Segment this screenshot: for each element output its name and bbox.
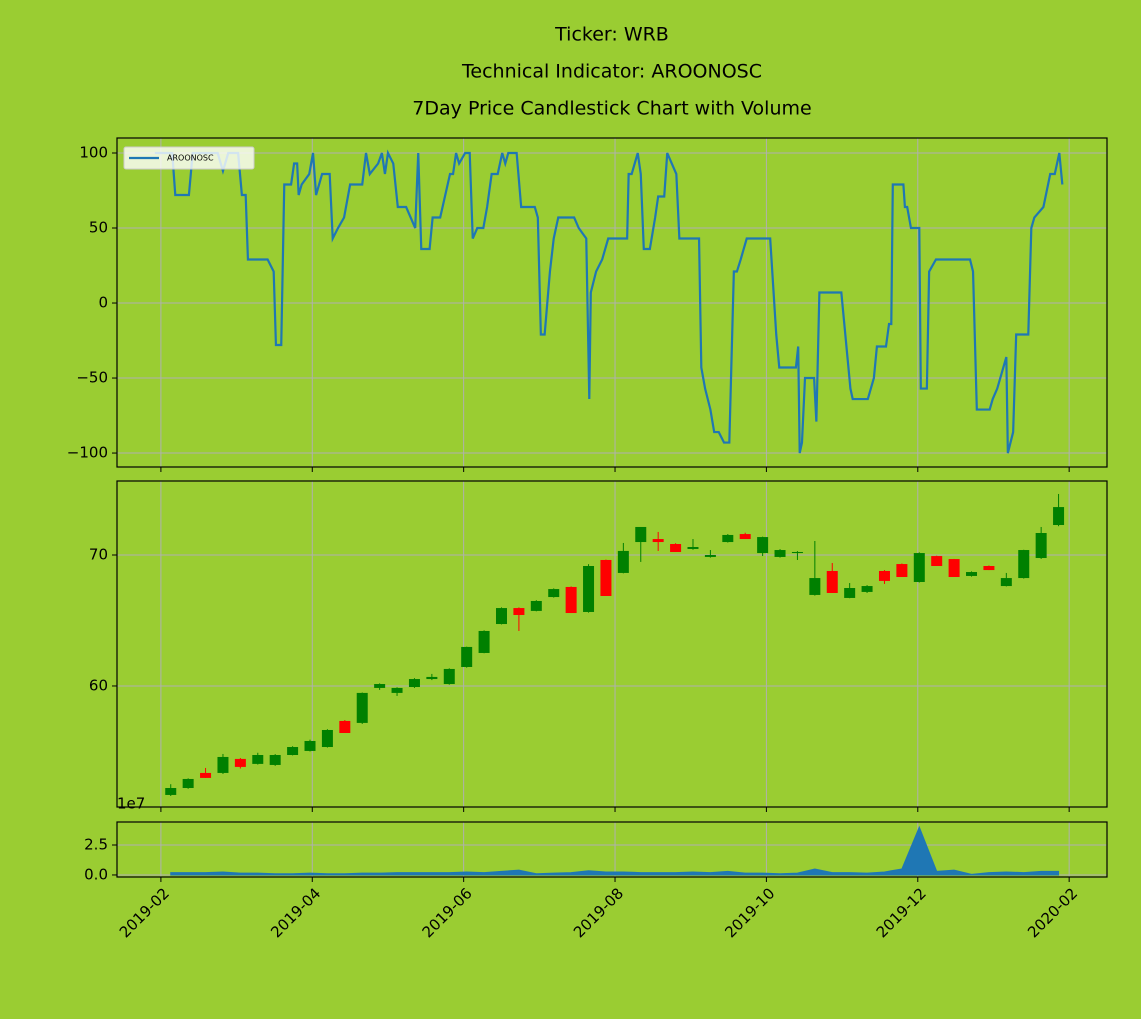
candle-body <box>461 646 473 667</box>
candle-body <box>966 572 978 576</box>
y-tick-label: 100 <box>79 144 108 162</box>
candle-body <box>670 543 682 552</box>
candle-body <box>200 772 212 778</box>
x-tick-label: 2019-02 <box>116 884 173 941</box>
candle-body <box>269 755 281 765</box>
candle-body <box>826 570 838 593</box>
candle-body <box>287 747 299 756</box>
candle-body <box>1018 550 1030 579</box>
candle-body <box>861 586 873 592</box>
candle-body <box>704 555 716 557</box>
candle-body <box>809 578 821 595</box>
x-tick-label: 2019-06 <box>419 884 476 941</box>
candle-body <box>687 547 699 549</box>
chart-title: 7Day Price Candlestick Chart with Volume <box>412 98 811 120</box>
candle-body <box>1053 507 1065 526</box>
candle-body <box>252 755 264 764</box>
candle-body <box>495 608 507 625</box>
candle-body <box>913 553 925 582</box>
candle-body <box>530 600 542 611</box>
candle-body <box>217 756 229 773</box>
y-tick-label: 0.0 <box>84 865 108 883</box>
x-tick-label: 2020-02 <box>1024 884 1081 941</box>
candle-body <box>948 559 960 578</box>
candle-body <box>234 758 246 767</box>
candle-body <box>513 608 525 615</box>
y-tick-label: 60 <box>89 676 108 694</box>
x-tick-label: 2019-12 <box>873 884 930 941</box>
x-tick-label: 2019-08 <box>570 884 627 941</box>
candle-body <box>739 534 751 540</box>
candle-body <box>774 550 786 557</box>
candle-body <box>583 566 595 612</box>
candle-body <box>374 684 386 688</box>
panel-frame <box>116 480 1108 808</box>
candle-body <box>1035 532 1047 559</box>
candle-body <box>548 589 560 598</box>
candle-body <box>165 788 177 795</box>
candle-body <box>391 687 403 693</box>
line-series <box>154 149 1064 454</box>
candle-body <box>844 588 856 598</box>
panel-frame <box>116 821 1108 878</box>
legend-label: AROONOSC <box>167 154 214 163</box>
candle-body <box>931 556 943 567</box>
candle-body <box>635 526 647 543</box>
y-tick-label: 50 <box>89 219 108 237</box>
candle-body <box>339 720 351 733</box>
candle-body <box>878 570 890 581</box>
candle-body <box>652 539 664 543</box>
candle-body <box>617 550 629 573</box>
y-tick-label: 0 <box>98 294 108 312</box>
volume-area <box>170 825 1060 876</box>
y-tick-label: −50 <box>76 369 108 387</box>
axis-offset-label: 1e7 <box>117 795 145 813</box>
candle-body <box>356 692 368 723</box>
candle-body <box>321 729 333 748</box>
panel-frame <box>116 137 1108 468</box>
candle-body <box>983 566 995 571</box>
candle-body <box>1000 578 1012 587</box>
candle-body <box>478 630 490 653</box>
candle-body <box>565 586 577 614</box>
y-tick-label: 2.5 <box>84 836 108 854</box>
candle-body <box>757 537 769 554</box>
candle-body <box>791 551 803 554</box>
y-tick-label: 70 <box>89 546 108 564</box>
y-tick-label: −100 <box>67 444 108 462</box>
x-tick-label: 2019-04 <box>267 884 324 941</box>
candle-body <box>182 778 194 789</box>
candle-body <box>722 534 734 543</box>
candle-body <box>304 740 316 751</box>
candle-body <box>443 668 455 685</box>
candle-body <box>408 679 420 688</box>
chart-title: Ticker: WRB <box>554 24 669 46</box>
plot-area <box>165 493 1065 796</box>
candle-body <box>896 564 908 578</box>
x-tick-label: 2019-10 <box>721 884 778 941</box>
chart-title: Technical Indicator: AROONOSC <box>461 61 762 83</box>
legend-box <box>123 146 255 170</box>
plot-area <box>170 825 1060 876</box>
candle-body <box>600 559 612 596</box>
candle-body <box>426 676 438 680</box>
plot-area <box>154 149 1064 454</box>
